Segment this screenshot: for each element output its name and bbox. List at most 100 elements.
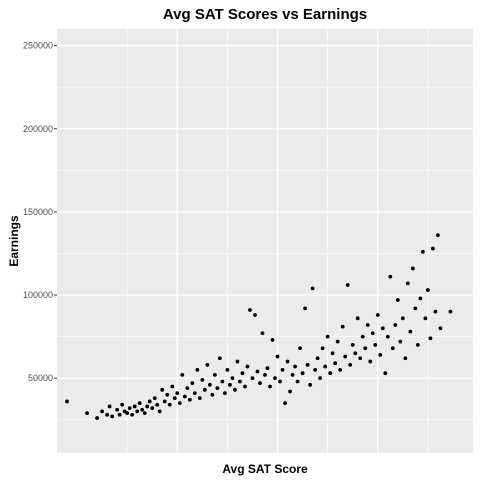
y-tick-label: 50000 xyxy=(28,373,53,383)
data-point xyxy=(115,407,120,412)
data-point xyxy=(105,412,110,417)
data-point xyxy=(192,391,197,396)
data-point xyxy=(375,313,380,317)
data-point xyxy=(137,401,142,406)
data-point xyxy=(85,411,89,415)
data-point xyxy=(275,354,280,359)
data-point xyxy=(147,399,152,404)
data-point xyxy=(315,356,320,361)
data-point xyxy=(132,404,137,409)
data-point xyxy=(390,346,395,351)
data-point xyxy=(233,387,237,392)
data-point xyxy=(413,306,418,311)
data-point xyxy=(395,298,400,302)
data-point xyxy=(207,382,212,387)
data-point xyxy=(243,384,247,389)
data-point xyxy=(340,324,345,329)
plot-panel xyxy=(57,29,473,453)
data-point xyxy=(172,396,177,401)
y-tick-label: 200000 xyxy=(23,124,53,134)
data-point xyxy=(418,296,423,301)
data-point xyxy=(230,376,235,381)
data-point xyxy=(365,323,370,327)
data-point xyxy=(95,416,99,420)
data-point xyxy=(290,372,295,377)
data-point xyxy=(405,281,410,286)
y-axis-title: Earnings xyxy=(7,215,21,267)
data-point xyxy=(295,379,300,384)
data-point xyxy=(285,359,290,364)
data-point xyxy=(360,334,365,339)
data-point xyxy=(300,371,305,376)
data-point xyxy=(385,334,390,339)
data-point xyxy=(182,394,187,399)
data-point xyxy=(393,323,398,327)
data-point xyxy=(258,381,262,386)
data-point xyxy=(288,389,292,394)
data-point xyxy=(145,404,150,409)
data-point xyxy=(110,414,115,419)
data-point xyxy=(197,396,202,401)
data-point xyxy=(323,364,328,369)
data-point xyxy=(431,246,435,251)
data-point xyxy=(328,371,333,376)
data-point xyxy=(283,401,287,406)
data-point xyxy=(217,356,222,361)
data-point xyxy=(368,359,373,364)
data-point xyxy=(167,402,172,407)
data-point xyxy=(195,367,200,372)
data-point xyxy=(428,336,433,341)
data-point xyxy=(185,386,190,391)
data-point xyxy=(260,331,265,336)
data-point xyxy=(165,392,170,397)
data-point xyxy=(298,346,302,351)
data-point xyxy=(200,377,205,382)
y-axis-ticks: 50000 100000 150000 200000 250000 xyxy=(23,41,57,383)
data-point xyxy=(398,339,403,344)
data-point xyxy=(120,402,125,407)
data-point xyxy=(348,362,353,367)
data-point xyxy=(170,384,175,389)
data-point xyxy=(353,351,358,356)
data-point xyxy=(152,396,157,401)
data-point xyxy=(125,411,130,415)
data-point xyxy=(303,306,307,311)
data-point xyxy=(403,356,408,361)
data-point xyxy=(248,308,252,312)
data-point xyxy=(423,316,428,321)
data-point xyxy=(330,351,335,356)
y-tick-label: 100000 xyxy=(23,290,53,300)
data-point xyxy=(363,346,368,351)
data-point xyxy=(345,283,350,287)
data-point xyxy=(228,382,232,387)
data-point xyxy=(308,382,313,387)
x-axis-title: Avg SAT Score xyxy=(222,462,308,476)
data-point xyxy=(358,356,363,361)
data-point xyxy=(436,233,440,238)
data-point xyxy=(265,366,270,371)
data-point xyxy=(268,384,272,389)
data-point xyxy=(190,381,195,386)
data-point xyxy=(425,288,430,292)
data-point xyxy=(350,343,355,347)
data-point xyxy=(380,326,385,331)
data-point xyxy=(343,354,348,359)
data-point xyxy=(293,364,297,369)
data-point xyxy=(378,353,383,357)
data-point xyxy=(410,266,415,271)
data-point xyxy=(278,379,282,384)
data-point xyxy=(202,387,207,392)
data-point xyxy=(135,409,140,414)
data-point xyxy=(238,379,242,384)
data-point xyxy=(438,326,443,331)
data-point xyxy=(100,409,105,414)
data-point xyxy=(223,391,227,396)
data-point xyxy=(235,359,240,364)
data-point xyxy=(313,367,318,372)
data-point xyxy=(162,399,167,404)
data-point xyxy=(65,399,69,404)
data-point xyxy=(225,367,230,372)
data-point xyxy=(253,313,257,317)
data-point xyxy=(187,397,192,402)
